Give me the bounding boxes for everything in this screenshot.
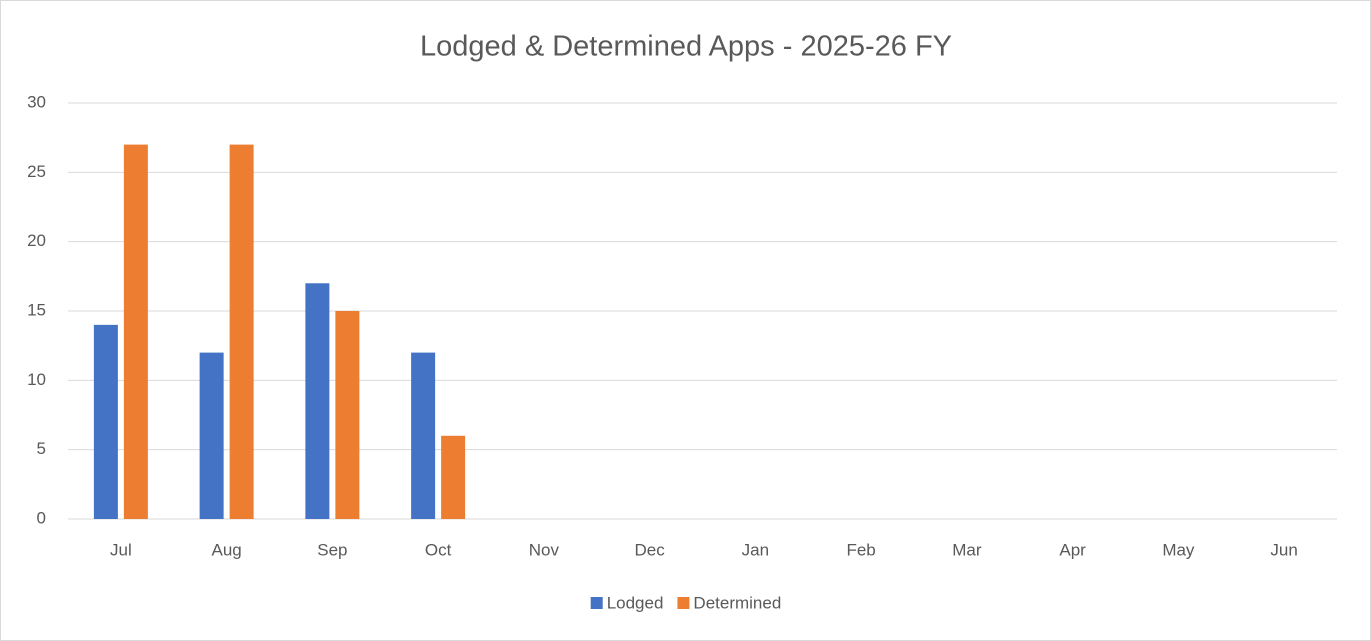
y-tick-label: 20 xyxy=(27,231,46,250)
y-tick-label: 5 xyxy=(37,439,46,458)
x-tick-label: Aug xyxy=(212,540,242,559)
x-tick-label: May xyxy=(1162,540,1195,559)
x-tick-label: Jul xyxy=(110,540,132,559)
y-tick-label: 25 xyxy=(27,162,46,181)
bar xyxy=(229,144,254,519)
x-tick-label: Nov xyxy=(529,540,560,559)
bar xyxy=(335,311,360,519)
y-tick-label: 10 xyxy=(27,370,46,389)
x-tick-label: Mar xyxy=(952,540,982,559)
bar xyxy=(305,283,330,519)
legend-swatch xyxy=(677,597,690,609)
bar xyxy=(441,435,466,519)
chart-title: Lodged & Determined Apps - 2025-26 FY xyxy=(420,31,952,63)
y-tick-label: 30 xyxy=(27,92,46,111)
bar xyxy=(93,324,118,519)
x-tick-label: Apr xyxy=(1059,540,1086,559)
x-tick-label: Jan xyxy=(742,540,769,559)
x-tick-label: Sep xyxy=(317,540,347,559)
bar xyxy=(199,352,224,519)
x-tick-label: Jun xyxy=(1270,540,1297,559)
legend-swatch xyxy=(590,597,603,609)
legend-label: Lodged xyxy=(607,593,664,612)
bar xyxy=(411,352,436,519)
y-tick-label: 0 xyxy=(37,508,46,527)
x-tick-label: Dec xyxy=(635,540,666,559)
bar xyxy=(123,144,148,519)
x-tick-label: Oct xyxy=(425,540,452,559)
x-tick-label: Feb xyxy=(846,540,875,559)
legend-label: Determined xyxy=(693,593,781,612)
y-tick-label: 15 xyxy=(27,300,46,319)
